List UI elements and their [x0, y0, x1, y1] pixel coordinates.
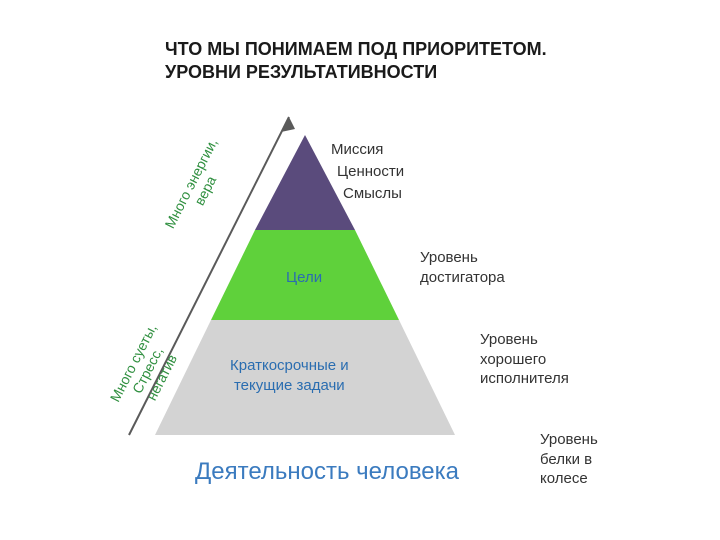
slide: ЧТО МЫ ПОНИМАЕМ ПОД ПРИОРИТЕТОМ. УРОВНИ … — [0, 0, 720, 540]
bottom-tier-line2: текущие задачи — [234, 377, 345, 394]
bottom-tier-label: Краткосрочные и текущие задачи — [230, 356, 349, 395]
top-tier-item: Смыслы — [343, 184, 404, 206]
top-tier-labels: МиссияЦенностиСмыслы — [331, 140, 404, 206]
top-tier-item: Миссия — [331, 140, 404, 162]
right-label-line: колесе — [540, 469, 598, 489]
top-tier-item: Ценности — [337, 162, 404, 184]
right-label-2: Уровеньбелки вколесе — [540, 430, 598, 489]
footer-caption: Деятельность человека — [195, 456, 459, 487]
right-label-1: Уровеньхорошегоисполнителя — [480, 330, 569, 389]
right-label-line: Уровень — [480, 330, 569, 350]
right-label-line: Уровень — [540, 430, 598, 450]
right-label-line: исполнителя — [480, 369, 569, 389]
middle-tier-label: Цели — [286, 268, 322, 288]
right-label-0: Уровеньдостигатора — [420, 248, 505, 287]
right-label-line: достигатора — [420, 268, 505, 288]
footer-text: Деятельность человека — [195, 458, 459, 485]
right-label-line: хорошего — [480, 350, 569, 370]
right-label-line: белки в — [540, 450, 598, 470]
right-label-line: Уровень — [420, 248, 505, 268]
middle-tier-text: Цели — [286, 269, 322, 286]
slide-title: ЧТО МЫ ПОНИМАЕМ ПОД ПРИОРИТЕТОМ. УРОВНИ … — [165, 38, 547, 85]
arrow-head — [281, 117, 295, 132]
bottom-tier-line1: Краткосрочные и — [230, 357, 349, 374]
title-line1: ЧТО МЫ ПОНИМАЕМ ПОД ПРИОРИТЕТОМ. — [165, 39, 547, 59]
title-line2: УРОВНИ РЕЗУЛЬТАТИВНОСТИ — [165, 62, 437, 82]
